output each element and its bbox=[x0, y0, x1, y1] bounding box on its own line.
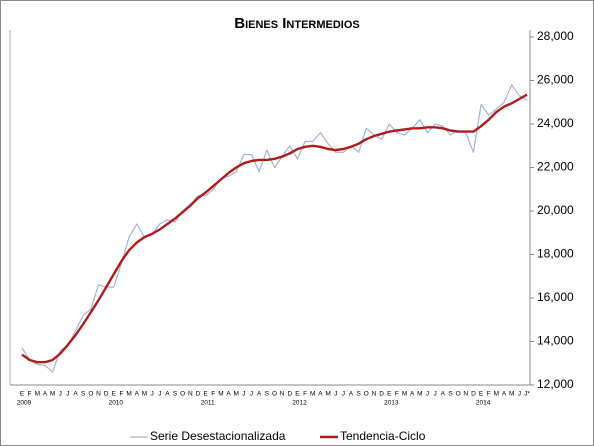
x-tick-label: O bbox=[364, 391, 369, 398]
x-tick-label: J bbox=[518, 391, 521, 398]
x-group-label: 2011 bbox=[201, 400, 215, 407]
y-tick-label: 22,000 bbox=[537, 160, 574, 174]
x-tick-label: A bbox=[226, 391, 231, 398]
x-tick-label: J bbox=[342, 391, 345, 398]
x-tick-label: F bbox=[119, 391, 123, 398]
y-tick-label: 14,000 bbox=[537, 334, 574, 348]
x-tick-label: A bbox=[318, 391, 323, 398]
x-tick-label: O bbox=[88, 391, 93, 398]
x-tick-label: J bbox=[242, 391, 245, 398]
x-tick-label: N bbox=[188, 391, 193, 398]
y-tick-label: 12,000 bbox=[537, 377, 574, 391]
x-tick-label: M bbox=[417, 391, 422, 398]
x-tick-label: D bbox=[287, 391, 292, 398]
x-group-label: 2009 bbox=[17, 400, 32, 407]
x-tick-label: S bbox=[173, 391, 178, 398]
x-tick-label: F bbox=[303, 391, 307, 398]
y-tick-label: 24,000 bbox=[537, 116, 574, 130]
x-tick-label: N bbox=[372, 391, 377, 398]
x-tick-label: A bbox=[165, 391, 170, 398]
x-tick-label: A bbox=[441, 391, 446, 398]
x-tick-label: A bbox=[349, 391, 354, 398]
x-tick-label: J bbox=[426, 391, 429, 398]
x-tick-label: M bbox=[35, 391, 40, 398]
x-tick-label: M bbox=[218, 391, 223, 398]
x-tick-label: N bbox=[96, 391, 101, 398]
y-tick-label: 16,000 bbox=[537, 290, 574, 304]
x-tick-label: M bbox=[126, 391, 131, 398]
x-group-label: 2013 bbox=[384, 400, 399, 407]
series-line bbox=[21, 93, 528, 364]
x-tick-label: D bbox=[196, 391, 201, 398]
legend-label: Serie Desestacionalizada bbox=[150, 429, 286, 443]
x-tick-label: M bbox=[234, 391, 239, 398]
x-tick-label: M bbox=[310, 391, 315, 398]
x-tick-label: E bbox=[112, 391, 117, 398]
x-tick-label: M bbox=[325, 391, 330, 398]
x-tick-label: J bbox=[66, 391, 69, 398]
x-tick-label: J bbox=[59, 391, 62, 398]
x-tick-label: M bbox=[509, 391, 514, 398]
x-tick-label: N bbox=[463, 391, 468, 398]
x-tick-label: O bbox=[180, 391, 185, 398]
x-tick-label: J bbox=[150, 391, 153, 398]
x-tick-label: S bbox=[81, 391, 86, 398]
x-tick-label: M bbox=[50, 391, 55, 398]
y-tick-label: 20,000 bbox=[537, 203, 574, 217]
x-group-label: 2014 bbox=[476, 400, 491, 407]
y-tick-label: 28,000 bbox=[537, 29, 574, 43]
x-tick-label: A bbox=[135, 391, 140, 398]
x-tick-label: M bbox=[402, 391, 407, 398]
x-tick-label: E bbox=[479, 391, 484, 398]
x-tick-label: J bbox=[334, 391, 337, 398]
x-tick-label: F bbox=[211, 391, 215, 398]
x-tick-label: A bbox=[502, 391, 507, 398]
x-tick-label: F bbox=[28, 391, 32, 398]
x-tick-label: J* bbox=[524, 391, 530, 398]
x-tick-label: E bbox=[20, 391, 25, 398]
x-tick-label: D bbox=[104, 391, 109, 398]
x-tick-label: D bbox=[471, 391, 476, 398]
x-tick-label: A bbox=[257, 391, 262, 398]
x-group-label: 2010 bbox=[109, 400, 124, 407]
x-group-label: 2012 bbox=[292, 400, 307, 407]
x-tick-label: D bbox=[379, 391, 384, 398]
x-tick-label: M bbox=[142, 391, 147, 398]
x-tick-label: N bbox=[280, 391, 285, 398]
x-tick-label: O bbox=[272, 391, 277, 398]
x-tick-label: E bbox=[387, 391, 392, 398]
x-tick-label: S bbox=[448, 391, 453, 398]
y-tick-label: 18,000 bbox=[537, 247, 574, 261]
y-tick-label: 26,000 bbox=[537, 73, 574, 87]
x-tick-label: A bbox=[410, 391, 415, 398]
x-tick-label: A bbox=[43, 391, 48, 398]
x-tick-label: F bbox=[487, 391, 491, 398]
x-tick-label: A bbox=[73, 391, 78, 398]
legend-label: Tendencia-Ciclo bbox=[340, 429, 426, 443]
x-tick-label: E bbox=[203, 391, 208, 398]
x-tick-label: O bbox=[456, 391, 461, 398]
x-tick-label: J bbox=[434, 391, 437, 398]
x-tick-label: F bbox=[395, 391, 399, 398]
x-tick-label: J bbox=[250, 391, 253, 398]
x-tick-label: E bbox=[295, 391, 300, 398]
x-tick-label: J bbox=[158, 391, 161, 398]
chart-title: Bienes Intermedios bbox=[234, 15, 360, 32]
x-tick-label: S bbox=[356, 391, 361, 398]
x-tick-label: S bbox=[265, 391, 270, 398]
x-tick-label: M bbox=[494, 391, 499, 398]
